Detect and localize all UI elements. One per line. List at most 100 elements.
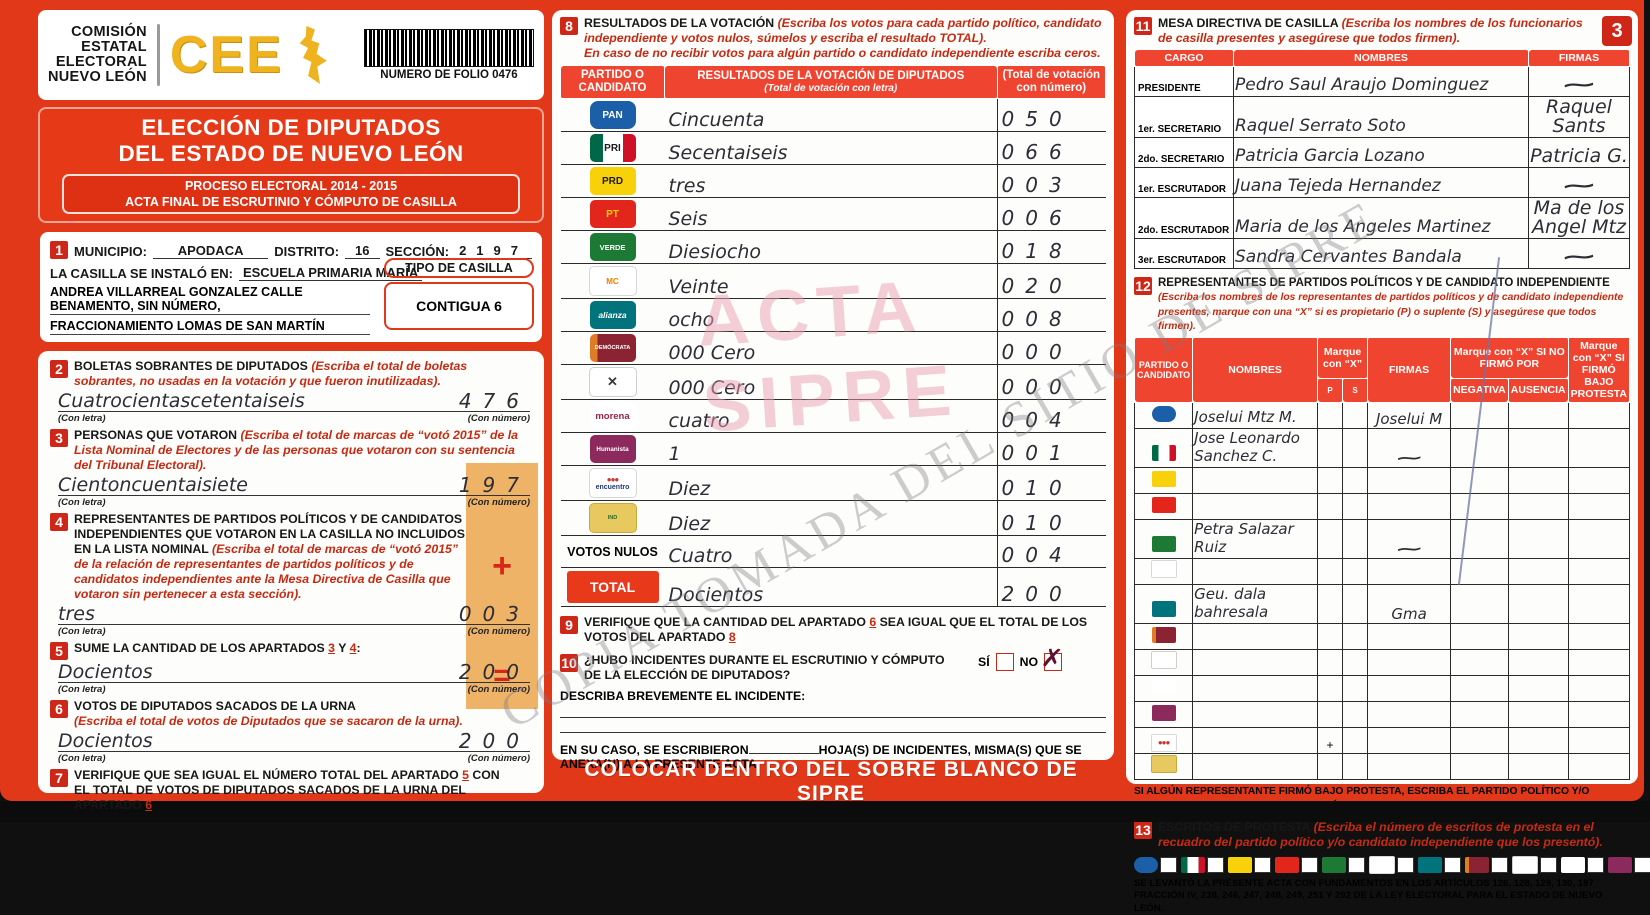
incident-line-2[interactable]	[560, 718, 1106, 734]
mesa-firma-field[interactable]: Patricia G.	[1528, 137, 1630, 168]
ausencia-checkbox-democrata[interactable]	[1507, 622, 1569, 650]
letra-field-pri[interactable]: Secentaiseis	[664, 131, 997, 166]
negativa-checkbox-cruzada-ciudadana[interactable]	[1450, 648, 1509, 676]
letra-field-prd[interactable]: tres	[664, 164, 997, 199]
ausencia-checkbox-morena[interactable]	[1507, 674, 1569, 702]
rep-nombre-field-nueva-alianza[interactable]: Geu. dala bahresala	[1192, 583, 1319, 624]
numero-field-movimiento-ciudadano[interactable]: 020	[996, 263, 1106, 300]
numero-field-pt[interactable]: 006	[996, 197, 1106, 232]
letra-field-verde[interactable]: Diesiocho	[664, 230, 997, 265]
negativa-checkbox-independiente[interactable]	[1450, 752, 1509, 780]
rep-nombre-field-humanista[interactable]	[1192, 700, 1319, 728]
ausencia-checkbox-pan[interactable]	[1507, 401, 1569, 429]
ausencia-checkbox-encuentro-social[interactable]	[1507, 726, 1569, 754]
protesta-checkbox-encuentro-social[interactable]	[1567, 726, 1631, 754]
negativa-checkbox-nueva-alianza[interactable]	[1450, 583, 1509, 624]
ausencia-checkbox-pt[interactable]	[1507, 492, 1569, 520]
si-checkbox[interactable]	[995, 653, 1014, 672]
suplente-checkbox-pt[interactable]	[1342, 492, 1369, 520]
suplente-checkbox-movimiento-ciudadano[interactable]	[1342, 557, 1369, 585]
protesta-checkbox-verde[interactable]	[1567, 518, 1631, 559]
municipio-field[interactable]: APODACA	[152, 243, 269, 260]
boletas-sobrantes-field[interactable]: Cuatrocientascetentaiseis 476	[58, 391, 530, 413]
protesta-count-box-cruzada-ciudadana[interactable]	[1540, 856, 1557, 873]
mesa-firma-field[interactable]: ~	[1528, 238, 1630, 269]
protesta-checkbox-nueva-alianza[interactable]	[1567, 583, 1631, 624]
protesta-count-box-democrata[interactable]	[1491, 856, 1508, 873]
rep-firma-field-encuentro-social[interactable]	[1367, 726, 1452, 754]
no-checkbox[interactable]: ✗	[1040, 643, 1065, 675]
rep-nombre-field-pan[interactable]: Joselui Mtz M.	[1192, 401, 1319, 429]
negativa-checkbox-democrata[interactable]	[1450, 622, 1509, 650]
representantes-votaron-field[interactable]: tres 003	[58, 604, 530, 626]
mesa-nombre-field[interactable]: Raquel Serrato Soto	[1233, 96, 1529, 138]
rep-firma-field-morena[interactable]	[1367, 674, 1452, 702]
suplente-checkbox-cruzada-ciudadana[interactable]	[1342, 648, 1369, 676]
ausencia-checkbox-independiente[interactable]	[1507, 752, 1569, 780]
numero-field-pan[interactable]: 050	[996, 98, 1106, 133]
ausencia-checkbox-cruzada-ciudadana[interactable]	[1507, 648, 1569, 676]
mesa-firma-field[interactable]: ~	[1528, 66, 1630, 97]
propietario-checkbox-verde[interactable]	[1317, 518, 1344, 559]
total-letra-field[interactable]: Docientos	[664, 567, 997, 608]
rep-nombre-field-democrata[interactable]	[1192, 622, 1319, 650]
letra-field-nueva-alianza[interactable]: ocho	[664, 298, 997, 333]
rep-firma-field-pt[interactable]	[1367, 492, 1452, 520]
suplente-checkbox-pri[interactable]	[1342, 427, 1369, 468]
rep-firma-field-pri[interactable]: ~	[1367, 427, 1452, 468]
votos-nulos-letra-field[interactable]: Cuatro	[664, 535, 997, 569]
protesta-count-box-humanista[interactable]	[1634, 856, 1650, 873]
letra-field-encuentro-social[interactable]: Diez	[664, 465, 997, 502]
numero-field-cruzada-ciudadana[interactable]: 000	[996, 364, 1106, 401]
protesta-count-box-movimiento-ciudadano[interactable]	[1397, 856, 1414, 873]
mesa-nombre-field[interactable]: Maria de los Angeles Martinez	[1233, 197, 1529, 239]
suplente-checkbox-morena[interactable]	[1342, 674, 1369, 702]
ausencia-checkbox-nueva-alianza[interactable]	[1507, 583, 1569, 624]
propietario-checkbox-pan[interactable]	[1317, 401, 1344, 429]
ausencia-checkbox-prd[interactable]	[1507, 466, 1569, 494]
protesta-checkbox-pan[interactable]	[1567, 401, 1631, 429]
rep-nombre-field-pt[interactable]	[1192, 492, 1319, 520]
letra-field-democrata[interactable]: 000 Cero	[664, 331, 997, 366]
rep-nombre-field-encuentro-social[interactable]	[1192, 726, 1319, 754]
numero-field-pri[interactable]: 066	[996, 131, 1106, 166]
numero-field-encuentro-social[interactable]: 010	[996, 465, 1106, 502]
propietario-checkbox-prd[interactable]	[1317, 466, 1344, 494]
rep-nombre-field-independiente[interactable]	[1192, 752, 1319, 780]
letra-field-pan[interactable]: Cincuenta	[664, 98, 997, 133]
rep-firma-field-verde[interactable]: ~	[1367, 518, 1452, 559]
rep-nombre-field-movimiento-ciudadano[interactable]	[1192, 557, 1319, 585]
protesta-checkbox-humanista[interactable]	[1567, 700, 1631, 728]
letra-field-morena[interactable]: cuatro	[664, 399, 997, 434]
negativa-checkbox-encuentro-social[interactable]	[1450, 726, 1509, 754]
suplente-checkbox-humanista[interactable]	[1342, 700, 1369, 728]
protesta-checkbox-pri[interactable]	[1567, 427, 1631, 468]
mesa-nombre-field[interactable]: Juana Tejeda Hernandez	[1233, 167, 1529, 198]
suplente-checkbox-democrata[interactable]	[1342, 622, 1369, 650]
ausencia-checkbox-pri[interactable]	[1507, 427, 1569, 468]
mesa-firma-field[interactable]: ~	[1528, 167, 1630, 198]
numero-field-prd[interactable]: 003	[996, 164, 1106, 199]
negativa-checkbox-pt[interactable]	[1450, 492, 1509, 520]
letra-field-pt[interactable]: Seis	[664, 197, 997, 232]
rep-firma-field-independiente[interactable]	[1367, 752, 1452, 780]
rep-nombre-field-cruzada-ciudadana[interactable]	[1192, 648, 1319, 676]
mesa-firma-field[interactable]: Raquel Sants	[1528, 96, 1630, 138]
protesta-checkbox-movimiento-ciudadano[interactable]	[1567, 557, 1631, 585]
negativa-checkbox-verde[interactable]	[1450, 518, 1509, 559]
numero-field-morena[interactable]: 004	[996, 399, 1106, 434]
mesa-nombre-field[interactable]: Patricia Garcia Lozano	[1233, 137, 1529, 168]
protesta-count-box-pan[interactable]	[1160, 856, 1177, 873]
protesta-checkbox-morena[interactable]	[1567, 674, 1631, 702]
numero-field-nueva-alianza[interactable]: 008	[996, 298, 1106, 333]
negativa-checkbox-humanista[interactable]	[1450, 700, 1509, 728]
suplente-checkbox-encuentro-social[interactable]	[1342, 726, 1369, 754]
votos-nulos-numero-field[interactable]: 004	[996, 535, 1106, 569]
rep-firma-field-humanista[interactable]	[1367, 700, 1452, 728]
protesta-checkbox-pt[interactable]	[1567, 492, 1631, 520]
suplente-checkbox-prd[interactable]	[1342, 466, 1369, 494]
lugar-field-1[interactable]: ESCUELA PRIMARIA MARÍA	[238, 265, 423, 282]
letra-field-movimiento-ciudadano[interactable]: Veinte	[664, 263, 997, 300]
protesta-checkbox-independiente[interactable]	[1567, 752, 1631, 780]
rep-firma-field-pan[interactable]: Joselui M	[1367, 401, 1452, 429]
